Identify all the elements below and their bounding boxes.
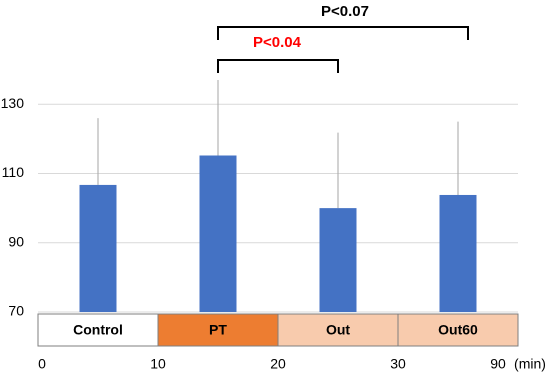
phase-label: Out60 [438,322,478,338]
time-unit: (min) [514,356,546,372]
phase-label: PT [209,322,227,338]
time-tick-label: 20 [270,356,286,372]
bar [319,208,357,312]
time-tick-label: 90 [490,356,506,372]
significance-label: P<0.07 [321,3,369,20]
time-tick-label: 0 [38,356,46,372]
bar [199,155,237,312]
y-tick-label: 110 [2,164,25,180]
phase-label: Control [73,322,123,338]
phase-box [397,313,519,347]
y-tick-label: 90 [8,233,24,249]
y-tick-label: 130 [1,95,25,111]
significance-bracket [217,59,339,73]
phase-box [157,313,279,347]
time-tick-label: 30 [390,356,406,372]
y-tick-label: 70 [8,303,24,319]
time-tick-label: 10 [150,356,166,372]
bar [79,184,117,312]
phase-box [37,313,159,347]
bar [439,194,477,312]
significance-bracket [217,26,469,40]
significance-label: P<0.04 [253,34,302,51]
phase-label: Out [326,322,350,338]
